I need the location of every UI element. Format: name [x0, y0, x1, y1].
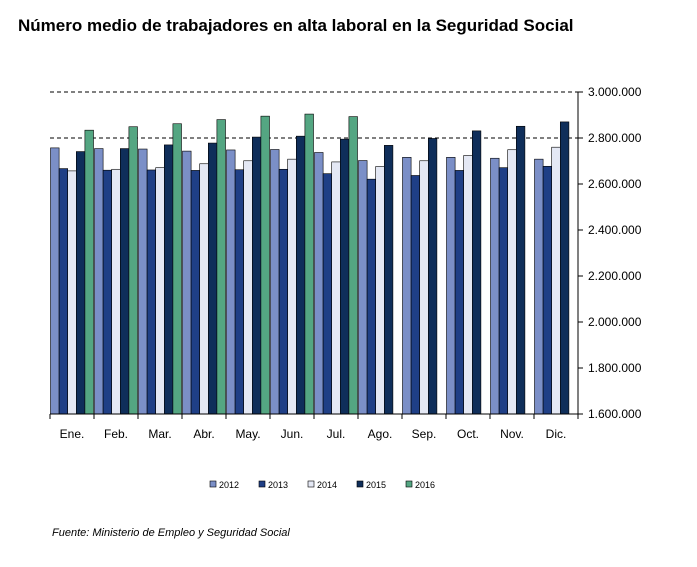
- bar: [446, 157, 456, 415]
- bar: [471, 130, 482, 415]
- bar: [339, 138, 350, 415]
- bar: [199, 163, 209, 415]
- bar: [172, 123, 182, 415]
- bar: [50, 147, 60, 415]
- x-category-label: Ago.: [368, 427, 393, 441]
- bar: [366, 178, 377, 415]
- gridlines: [50, 91, 578, 139]
- bar: [515, 125, 526, 415]
- x-category-label: Feb.: [104, 427, 128, 441]
- legend-swatch: [405, 480, 413, 488]
- y-tick-label: 1.800.000: [588, 361, 642, 375]
- legend-swatch: [209, 480, 217, 488]
- legend-label: 2014: [317, 480, 337, 490]
- bar: [243, 160, 253, 415]
- legend-label: 2013: [268, 480, 288, 490]
- source-note: Fuente: Ministerio de Empleo y Seguridad…: [52, 527, 290, 539]
- bar: [419, 160, 429, 415]
- legend-swatch: [307, 480, 315, 488]
- bar-series: [50, 113, 570, 415]
- bar: [278, 168, 289, 415]
- x-category-label: Mar.: [148, 427, 171, 441]
- x-category-label: Sep.: [412, 427, 437, 441]
- bar: [498, 167, 509, 415]
- y-tick-label: 2.000.000: [588, 315, 642, 329]
- bar: [216, 119, 226, 415]
- y-tick-label: 2.200.000: [588, 269, 642, 283]
- x-category-labels: Ene. Feb. Mar. Abr. May. Jun. Jul. Ago. Sep. Oct.…: [60, 427, 567, 441]
- bar: [111, 168, 121, 415]
- bar: [270, 149, 280, 415]
- bar: [252, 136, 262, 415]
- bar: [58, 168, 68, 415]
- axes: [49, 91, 583, 419]
- bar: [375, 166, 385, 415]
- bar: [542, 165, 552, 415]
- bar: [331, 161, 341, 415]
- bar: [454, 170, 465, 415]
- bar: [190, 170, 201, 415]
- x-category-label: May.: [235, 427, 260, 441]
- x-category-label: Jul.: [327, 427, 346, 441]
- y-tick-label: 2.600.000: [588, 177, 642, 191]
- bar: [76, 151, 86, 415]
- legend-label: 2015: [366, 480, 386, 490]
- chart-title: Número medio de trabajadores en alta lab…: [18, 16, 574, 35]
- y-tick-label: 1.600.000: [588, 407, 642, 421]
- bar: [507, 149, 517, 415]
- y-tick-label: 2.800.000: [588, 131, 642, 145]
- bar: [67, 170, 77, 415]
- bar: [94, 148, 104, 415]
- bar: [234, 169, 245, 415]
- bar: [226, 149, 236, 415]
- bar: [84, 129, 94, 415]
- bar: [383, 145, 394, 415]
- x-category-label: Ene.: [60, 427, 85, 441]
- bar: [155, 167, 165, 415]
- bar: [128, 126, 138, 415]
- bar: [358, 160, 368, 415]
- bar: [260, 115, 270, 415]
- legend-label: 2016: [415, 480, 435, 490]
- legend-swatch: [356, 480, 364, 488]
- bar: [182, 150, 192, 415]
- bar: [138, 148, 148, 415]
- bar: [322, 173, 333, 415]
- legend-swatch: [258, 480, 266, 488]
- bar: [410, 175, 421, 415]
- x-category-label: Abr.: [193, 427, 214, 441]
- bar: [304, 113, 314, 415]
- y-tick-labels: 1.600.000 1.800.000 2.000.000 2.200.000 2.40…: [588, 85, 642, 421]
- bar: [314, 152, 324, 415]
- legend: 2012 2013 2014 2015 2016: [209, 480, 435, 490]
- bar: [120, 148, 130, 415]
- bar: [164, 144, 174, 415]
- bar: [402, 157, 412, 415]
- bar: [146, 169, 157, 415]
- bar: [102, 169, 112, 415]
- x-category-label: Dic.: [546, 427, 567, 441]
- bar: [427, 138, 438, 415]
- x-category-label: Oct.: [457, 427, 479, 441]
- bar: [551, 146, 561, 415]
- bar: [534, 158, 544, 415]
- x-category-label: Nov.: [500, 427, 524, 441]
- bar: [463, 155, 473, 415]
- bar: [490, 157, 500, 415]
- y-tick-label: 2.400.000: [588, 223, 642, 237]
- bar: [287, 158, 297, 415]
- y-tick-label: 3.000.000: [588, 85, 642, 99]
- bar: [559, 121, 570, 415]
- bar: [208, 142, 218, 415]
- legend-label: 2012: [219, 480, 239, 490]
- x-category-label: Jun.: [281, 427, 304, 441]
- bar: [295, 135, 306, 415]
- bar: [348, 116, 358, 415]
